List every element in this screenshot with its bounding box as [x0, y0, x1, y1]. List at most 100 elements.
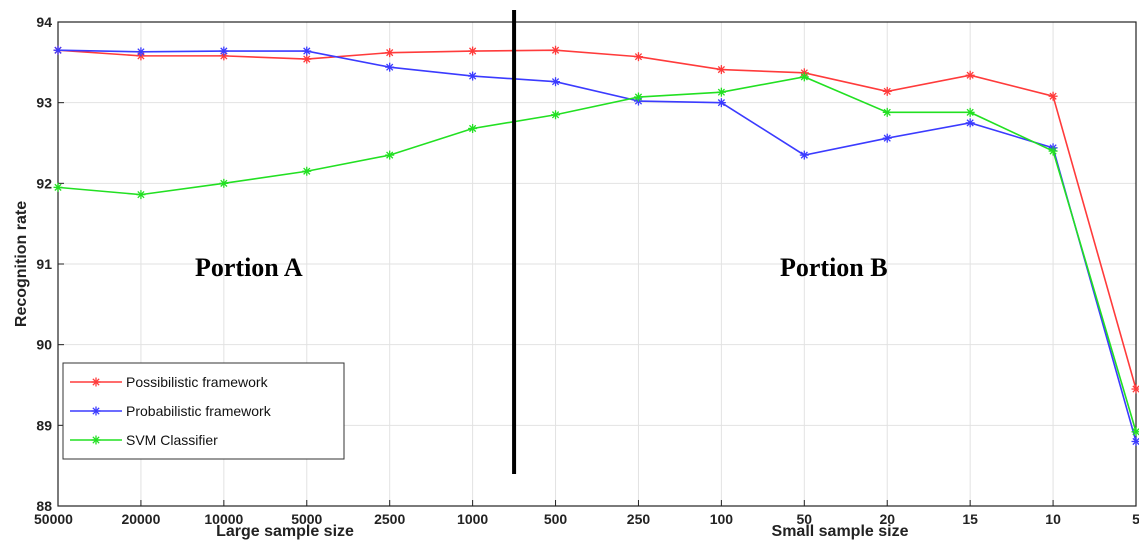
series-point [965, 118, 975, 128]
point-stroke [634, 53, 643, 61]
point-stroke [92, 436, 100, 444]
series-point [302, 54, 312, 64]
series-point [53, 45, 63, 55]
series-point [882, 107, 892, 117]
point-stroke [303, 167, 311, 175]
series-point [551, 110, 561, 120]
series-point [468, 46, 478, 56]
point-stroke [386, 49, 394, 57]
x-tick-label: 15 [962, 511, 978, 527]
series-point [302, 166, 312, 176]
point-stroke [717, 88, 725, 96]
y-tick-label: 89 [36, 417, 52, 433]
legend-label: SVM Classifier [126, 432, 218, 448]
point-stroke [386, 63, 394, 71]
point-stroke [54, 46, 62, 54]
point-stroke [92, 407, 100, 415]
point-stroke [92, 378, 100, 386]
series-point [1131, 384, 1139, 394]
series-point [385, 62, 395, 72]
series-point [91, 377, 101, 387]
series-point [219, 178, 229, 188]
point-stroke [1049, 92, 1057, 100]
series-point [468, 71, 478, 81]
point-stroke [386, 151, 394, 159]
series-svm-classifier [53, 72, 1139, 437]
x-tick-label: 50000 [34, 511, 73, 527]
y-tick-label: 94 [36, 14, 52, 30]
x-tick-label: 1000 [457, 511, 488, 527]
legend-item: Probabilistic framework [70, 403, 272, 419]
x-tick-label: 5 [1132, 511, 1139, 527]
x-tick-label: 100 [710, 511, 734, 527]
point-stroke [883, 108, 891, 116]
series-point [302, 46, 312, 56]
x-tick-label: 50 [797, 511, 813, 527]
series-line [57, 76, 1137, 433]
x-axis-title-right: Small sample size [772, 523, 909, 540]
x-tick-label: 10000 [204, 511, 243, 527]
series-point [219, 46, 229, 56]
series-point [1131, 427, 1139, 437]
series-point [633, 52, 643, 62]
series-point [136, 190, 146, 200]
point-stroke [303, 55, 311, 63]
x-tick-label: 5000 [291, 511, 322, 527]
series-layer [53, 45, 1139, 446]
series-point [136, 47, 146, 57]
point-stroke [551, 111, 560, 119]
point-stroke [717, 99, 725, 107]
point-stroke [469, 124, 477, 133]
series-point [385, 48, 395, 58]
legend: Possibilistic framework Probabilistic fra… [62, 362, 345, 460]
point-stroke [634, 93, 643, 101]
point-stroke [800, 151, 808, 159]
series-point [716, 98, 726, 108]
x-tick-label: 20 [879, 511, 895, 527]
series-point [468, 123, 478, 133]
series-point [716, 87, 726, 97]
series-point [1131, 436, 1139, 446]
series-point [799, 150, 809, 160]
series-point [91, 406, 101, 416]
point-stroke [800, 73, 808, 81]
series-point [551, 77, 561, 87]
series-point [965, 70, 975, 80]
series-point [551, 45, 561, 55]
x-tick-label: 2500 [374, 511, 405, 527]
series-point [882, 86, 892, 96]
y-tick-label: 92 [36, 175, 52, 191]
y-axis-ticks: 88 89 90 91 92 93 94 [36, 14, 64, 514]
series-point [1048, 146, 1058, 156]
point-stroke [1132, 437, 1139, 446]
series-point [882, 133, 892, 143]
x-axis-title-left: Large sample size [216, 523, 354, 540]
point-stroke [220, 47, 228, 55]
point-stroke [220, 179, 228, 187]
series-point [91, 435, 101, 445]
point-stroke [966, 119, 974, 127]
point-stroke [303, 47, 311, 55]
legend-item: Possibilistic framework [70, 374, 269, 390]
y-tick-label: 88 [36, 498, 52, 514]
x-axis-ticks: 50000 20000 10000 5000 2500 1000 500 250 100 50 20… [34, 500, 1139, 527]
y-axis-title: Recognition rate [13, 201, 30, 327]
legend-items: Possibilistic framework Probabilistic fra… [70, 374, 272, 448]
point-stroke [717, 65, 725, 74]
x-tick-label: 500 [544, 511, 568, 527]
series-point [1048, 91, 1058, 101]
portion-b-label: Portion B [780, 253, 888, 282]
series-point [799, 72, 809, 82]
point-stroke [966, 71, 974, 79]
x-tick-label: 20000 [121, 511, 160, 527]
point-stroke [551, 78, 560, 86]
point-stroke [966, 108, 974, 116]
point-stroke [469, 47, 477, 55]
point-stroke [883, 87, 891, 95]
point-stroke [1049, 147, 1057, 155]
point-stroke [54, 183, 62, 191]
x-tick-label: 10 [1045, 511, 1061, 527]
point-stroke [883, 134, 891, 142]
series-point [53, 182, 63, 192]
